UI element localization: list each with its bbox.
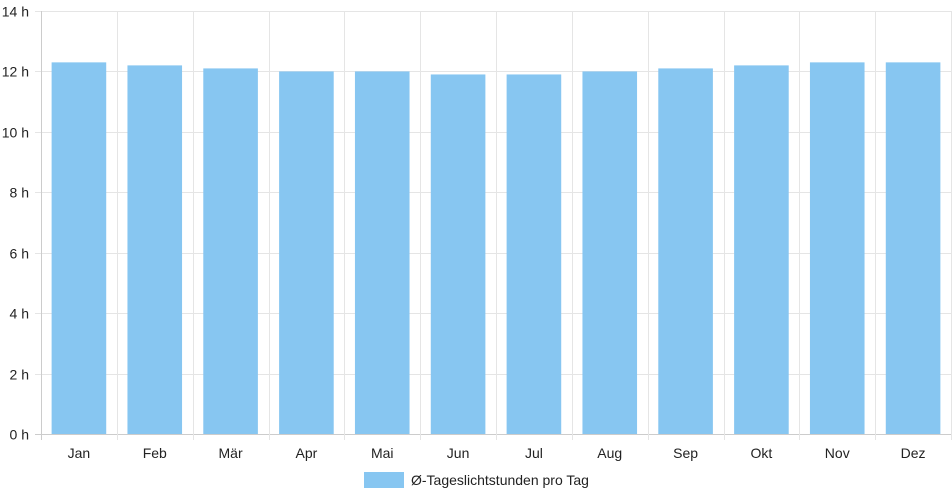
- x-tick-label: Mai: [371, 445, 394, 461]
- legend-swatch: [364, 472, 404, 488]
- bar: [809, 62, 865, 434]
- x-tick-label: Aug: [597, 445, 622, 461]
- x-tick-label: Jan: [68, 445, 91, 461]
- y-tick-label: 2 h: [10, 367, 29, 383]
- y-tick-label: 14 h: [2, 4, 29, 20]
- y-tick-label: 12 h: [2, 64, 29, 80]
- bar: [354, 71, 410, 434]
- y-tick-label: 6 h: [10, 246, 29, 262]
- bar: [658, 68, 713, 435]
- x-tick-label: Jun: [447, 445, 470, 461]
- grid-lines: [35, 11, 952, 440]
- x-tick-label: Feb: [143, 445, 167, 461]
- x-tick-label: Dez: [901, 445, 926, 461]
- y-tick-label: 10 h: [2, 125, 29, 141]
- x-tick-label: Apr: [296, 445, 318, 461]
- bar: [203, 68, 258, 435]
- legend-label: Ø-Tageslichtstunden pro Tag: [411, 472, 589, 488]
- y-tick-label: 0 h: [10, 427, 29, 443]
- x-tick-label: Jul: [525, 445, 543, 461]
- bar: [430, 74, 486, 434]
- x-tick-label: Mär: [219, 445, 243, 461]
- x-axis: Jan Feb Mär Apr Mai Jun Jul Aug Sep Okt Nov Dez: [68, 445, 926, 461]
- bar: [279, 71, 334, 434]
- bar: [506, 74, 562, 434]
- y-axis: 0 h 2 h 4 h 6 h 8 h 10 h 12 h 14 h: [2, 4, 29, 443]
- y-tick-label: 4 h: [10, 306, 29, 322]
- bar: [127, 65, 183, 434]
- x-tick-label: Nov: [825, 445, 850, 461]
- legend[interactable]: Ø-Tageslichtstunden pro Tag: [364, 472, 589, 488]
- bar: [582, 71, 638, 434]
- bar: [51, 62, 107, 434]
- bars: [51, 62, 941, 435]
- bar: [885, 62, 941, 434]
- x-tick-label: Sep: [673, 445, 698, 461]
- bar: [734, 65, 789, 434]
- x-tick-label: Okt: [751, 445, 773, 461]
- y-tick-label: 8 h: [10, 185, 29, 201]
